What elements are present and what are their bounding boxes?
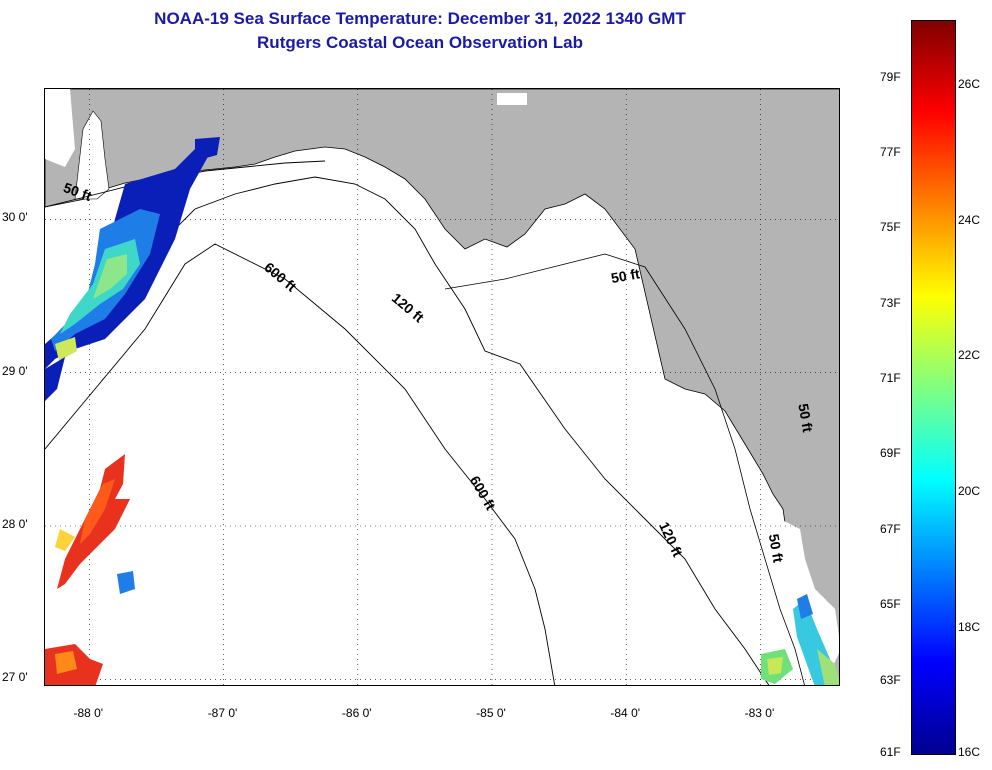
isobath-label: 50 ft bbox=[766, 533, 787, 564]
temperature-colorbar bbox=[911, 20, 956, 755]
isobath-120ft bbox=[45, 176, 770, 685]
isobath-label: 600 ft bbox=[467, 473, 499, 513]
lon-tick-label: -85 0' bbox=[476, 706, 506, 720]
lon-tick-label: -83 0' bbox=[744, 706, 775, 720]
isobath-label: 120 ft bbox=[656, 519, 686, 559]
colorbar-f-label: 65F bbox=[880, 597, 901, 612]
isobath-label: 50 ft bbox=[610, 265, 641, 286]
map-subtitle: Rutgers Coastal Ocean Observation Lab bbox=[257, 33, 583, 52]
sst-patch-southwest bbox=[45, 454, 135, 685]
colorbar-c-label: 18C bbox=[958, 619, 981, 634]
colorbar-f-label: 67F bbox=[880, 521, 901, 536]
colorbar-f-label: 77F bbox=[880, 144, 901, 159]
lon-tick-label: -88 0' bbox=[73, 706, 104, 720]
lat-tick-label: 29 0' bbox=[2, 363, 28, 378]
colorbar-f-label: 63F bbox=[880, 672, 901, 687]
colorbar-c-label: 20C bbox=[958, 484, 981, 499]
isobath-label: 120 ft bbox=[389, 290, 428, 326]
colorbar-f-label: 69F bbox=[880, 446, 901, 461]
bay-cutout-2 bbox=[45, 89, 75, 167]
lon-tick-label: -86 0' bbox=[341, 706, 372, 720]
colorbar-c-label: 22C bbox=[958, 348, 981, 363]
colorbar-c-label: 16C bbox=[958, 745, 981, 759]
lat-tick-label: 30 0' bbox=[2, 210, 28, 225]
colorbar-f-label: 61F bbox=[880, 745, 901, 759]
map-title: NOAA-19 Sea Surface Temperature: Decembe… bbox=[154, 9, 686, 28]
colorbar-c-label: 24C bbox=[958, 212, 981, 227]
lat-tick-label: 27 0' bbox=[2, 670, 28, 685]
isobath-label: 50 ft bbox=[795, 402, 816, 433]
sst-patch-northwest bbox=[45, 137, 220, 401]
colorbar-f-label: 79F bbox=[880, 69, 901, 84]
lake bbox=[497, 93, 527, 105]
lon-tick-label: -87 0' bbox=[207, 706, 238, 720]
isobath-label: 600 ft bbox=[261, 259, 300, 295]
sst-map[interactable]: 50 ft 600 ft 120 ft 50 ft 600 ft 120 ft 50 ft 5… bbox=[44, 88, 840, 686]
sst-patch-southeast bbox=[761, 594, 839, 685]
isobath-600ft bbox=[45, 243, 556, 685]
lat-tick-label: 28 0' bbox=[2, 517, 28, 531]
coastal-water bbox=[780, 519, 839, 685]
bay-cutout bbox=[74, 110, 110, 200]
colorbar-f-label: 75F bbox=[880, 220, 901, 235]
lon-tick-label: -84 0' bbox=[610, 706, 641, 720]
colorbar-f-label: 71F bbox=[880, 371, 901, 386]
colorbar-f-label: 73F bbox=[880, 295, 901, 310]
colorbar-c-label: 26C bbox=[958, 77, 981, 92]
isobath-50ft-east bbox=[444, 253, 805, 685]
